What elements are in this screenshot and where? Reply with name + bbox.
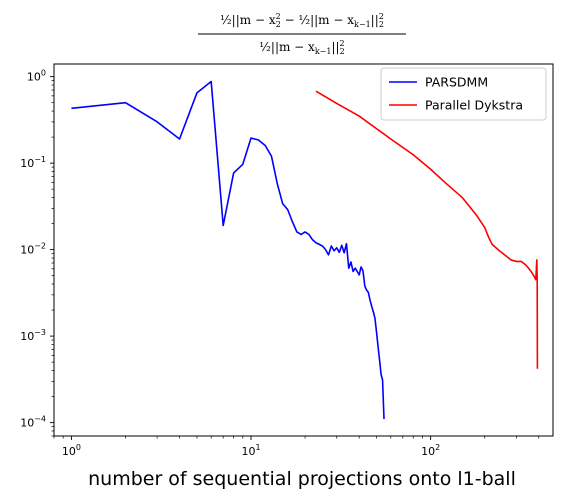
y-tick-label: 10−2 — [20, 242, 46, 257]
axis-tick-labels: 100 101 102 10−4 10−3 10−2 10−1 100 — [20, 69, 440, 458]
y-tick-label: 10−1 — [20, 155, 46, 170]
chart-title: ½||m − x2 2 − ½||m − xk−1||2 2 ½||m − xk−1… — [198, 12, 406, 56]
legend: PARSDMM Parallel Dykstra — [380, 67, 547, 121]
x-tick-label: 102 — [421, 443, 440, 458]
legend-box — [380, 67, 547, 121]
title-denominator: ½||m − xk−1||2 2 — [259, 39, 344, 56]
x-tick-label: 101 — [241, 443, 260, 458]
series-lines — [71, 80, 539, 420]
y-tick-label: 10−4 — [20, 415, 46, 430]
title-numerator: ½||m − x2 2 − ½||m − xk−1||2 2 — [220, 12, 384, 29]
y-tick-label: 100 — [27, 69, 46, 84]
x-tick-label: 100 — [62, 443, 81, 458]
series-line-parsdmm — [71, 80, 385, 420]
y-tick-label: 10−3 — [20, 328, 46, 343]
x-axis-label: number of sequential projections onto l1… — [88, 468, 516, 490]
legend-label-parsdmm: PARSDMM — [425, 75, 488, 90]
plot-area — [53, 63, 554, 437]
series-line-parallel-dykstra — [315, 90, 539, 369]
axis-ticks — [50, 76, 540, 440]
legend-label-parallel-dykstra: Parallel Dykstra — [425, 98, 523, 113]
